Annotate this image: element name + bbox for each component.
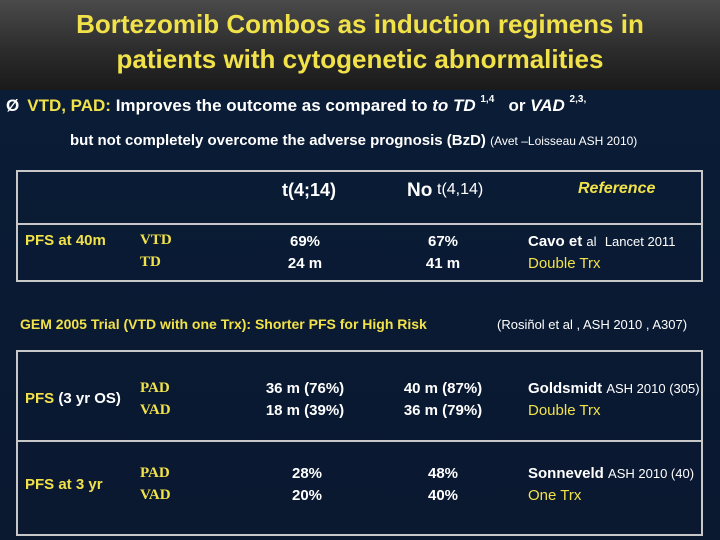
row1-arm2: TD	[140, 254, 161, 270]
bullet-ref2: VAD	[530, 96, 565, 115]
row3-ref-cite: ASH 2010 (40)	[608, 466, 695, 481]
header-reference: Reference	[578, 180, 656, 197]
row2-v1b: 18 m (39%)	[265, 402, 345, 419]
table-box-1	[16, 170, 703, 282]
bullet-text: Improves the outcome as compared to	[110, 96, 433, 115]
row1-v2b: 41 m	[425, 255, 461, 272]
row3-ref-sub: One Trx	[528, 487, 582, 504]
bullet-ref2-sup: 2,3,	[569, 94, 587, 105]
row2-ref-sub: Double Trx	[528, 402, 601, 419]
table-divider-1	[16, 223, 703, 225]
row1-ref-journal: Lancet 2011	[604, 234, 676, 249]
row3-arm1: PAD	[140, 465, 170, 481]
subline-cite: (Avet –Loisseau ASH 2010)	[490, 134, 638, 148]
row3-v1a: 28%	[291, 465, 323, 482]
row1-ref: Cavo et al Lancet 2011	[528, 233, 675, 250]
bullet-or: or	[508, 96, 526, 115]
table-divider-2	[16, 440, 703, 442]
row3-ref-name: Sonneveld	[528, 465, 604, 482]
row3-v2a: 48%	[427, 465, 459, 482]
slide-title-line2: patients with cytogenetic abnormalities	[116, 44, 604, 74]
row1-v1b: 24 m	[287, 255, 323, 272]
gem-cite: (Rosiñol et al , ASH 2010 , A307)	[497, 317, 688, 332]
row2-ref-name: Goldsmidt	[528, 380, 603, 397]
row1-ref-al: al	[586, 234, 597, 249]
row3-v2b: 40%	[427, 487, 459, 504]
row1-v1a: 69%	[289, 233, 321, 250]
row3-label: PFS at 3 yr	[25, 476, 103, 493]
row1-label: PFS at 40m	[25, 232, 106, 249]
row1-ref-sub: Double Trx	[528, 255, 601, 272]
row2-v2a: 40 m (87%)	[403, 380, 483, 397]
header-no: No	[407, 180, 433, 201]
row2-ref: Goldsmidt ASH 2010 (305)	[528, 380, 700, 397]
row3-ref: Sonneveld ASH 2010 (40)	[528, 465, 694, 482]
row2-label-b: (3 yr OS)	[58, 390, 121, 407]
row1-arm1: VTD	[140, 232, 172, 248]
header-no-t414: t(4,14)	[437, 181, 484, 198]
row2-arm1: PAD	[140, 380, 170, 396]
row3-v1b: 20%	[291, 487, 323, 504]
row2-arm2: VAD	[140, 402, 171, 418]
subline-text: but not completely overcome the adverse …	[70, 132, 486, 149]
bullet-ref1: to TD	[432, 96, 476, 115]
row2-label-a: PFS	[25, 390, 55, 407]
slide-body	[0, 90, 720, 540]
gem-text: GEM 2005 Trial (VTD with one Trx): Short…	[20, 316, 427, 332]
row1-ref-name: Cavo et	[528, 233, 583, 250]
row2-v1a: 36 m (76%)	[265, 380, 345, 397]
bullet-row: Ø VTD, PAD: Improves the outcome as compa…	[6, 94, 587, 116]
row2-label: PFS (3 yr OS)	[25, 390, 121, 407]
row3-arm2: VAD	[140, 487, 171, 503]
bullet-ref1-sup: 1,4	[480, 94, 495, 105]
title-band	[0, 0, 720, 90]
row2-ref-cite: ASH 2010 (305)	[606, 381, 700, 396]
row2-v2b: 36 m (79%)	[403, 402, 483, 419]
table-box-2	[16, 350, 703, 536]
bullet-subline: but not completely overcome the adverse …	[70, 132, 637, 149]
header-t414: t(4;14)	[282, 180, 337, 200]
bullet-lead: VTD, PAD:	[27, 96, 111, 115]
slide-title-line1: Bortezomib Combos as induction regimens …	[76, 9, 644, 39]
arrow-bullet-icon: Ø	[6, 96, 20, 115]
row1-v2a: 67%	[427, 233, 459, 250]
